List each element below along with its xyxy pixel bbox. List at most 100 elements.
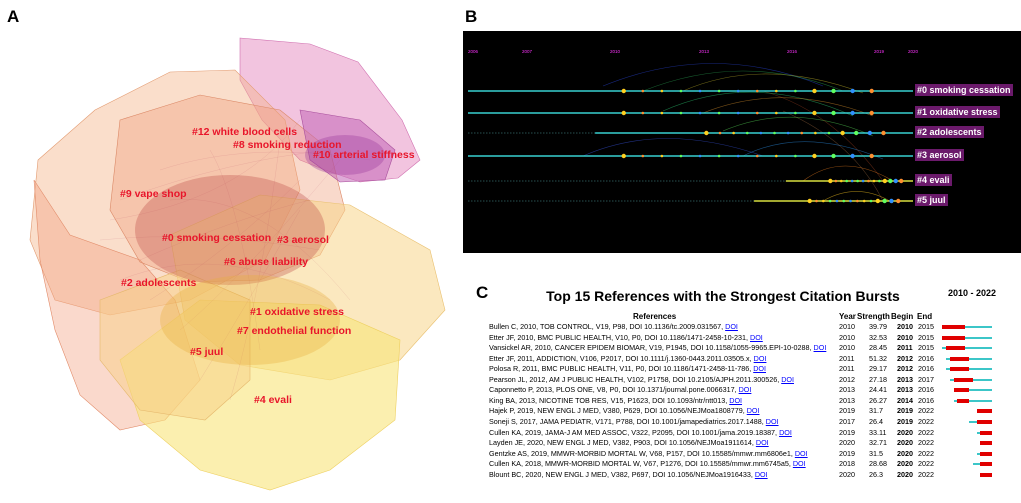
cluster-label: #10 arterial stiffness <box>313 149 415 161</box>
burst-bar <box>980 430 992 435</box>
link-bundle <box>99 119 371 401</box>
doi-link[interactable]: DOI <box>746 406 760 416</box>
timeline-year: 2019 <box>874 49 885 54</box>
cluster-label: #3 aerosol <box>277 234 329 246</box>
timeline-node <box>755 89 759 93</box>
reference-text: Blount BC, 2020, NEW ENGL J MED, V382, P… <box>489 469 768 479</box>
doi-link[interactable]: DOI <box>781 374 794 384</box>
end-cell: 2022 <box>918 427 934 437</box>
timeline-node <box>698 89 702 93</box>
timeline-year: 2006 <box>468 49 479 54</box>
timeline-cluster-label: #3 aerosol <box>915 149 964 161</box>
year-cell: 2010 <box>839 332 855 342</box>
timeline-node <box>889 198 894 204</box>
reference-text: Pearson JL, 2012, AM J PUBLIC HEALTH, V1… <box>489 374 794 384</box>
burst-bar <box>980 462 992 467</box>
timeline-node <box>831 153 836 159</box>
cluster-network-panel: #12 white blood cells #8 smoking reducti… <box>0 0 470 503</box>
timeline-node <box>698 154 702 158</box>
timeline-node <box>621 88 626 94</box>
timeline-node <box>835 199 839 203</box>
strength-cell: 51.32 <box>869 353 887 363</box>
timeline-cluster-label: #1 oxidative stress <box>915 106 1000 118</box>
doi-link[interactable]: DOI <box>754 469 768 479</box>
doi-link[interactable]: DOI <box>794 448 808 458</box>
timeline-node <box>786 131 790 135</box>
table-header-begin: Begin <box>891 312 914 321</box>
burst-baseline <box>953 399 992 402</box>
reference-text: Caponnetto P, 2013, PLOS ONE, V8, P0, DO… <box>489 385 752 395</box>
timeline-node <box>828 199 832 203</box>
timeline-node <box>794 154 797 158</box>
cluster-label: #12 white blood cells <box>192 126 298 138</box>
doi-link[interactable]: DOI <box>792 459 806 469</box>
timeline-cluster-label: #2 adolescents <box>915 126 984 138</box>
year-cell: 2018 <box>839 459 855 469</box>
timeline-node <box>828 178 833 184</box>
doi-link[interactable]: DOI <box>813 343 827 353</box>
timeline-node <box>849 199 852 203</box>
timeline-node <box>641 111 645 115</box>
timeline-node <box>679 111 683 115</box>
timeline-node <box>850 179 854 183</box>
cluster-label: #1 oxidative stress <box>250 306 344 318</box>
timeline-node <box>893 178 898 184</box>
timeline-node <box>822 199 825 203</box>
doi-link[interactable]: DOI <box>753 364 766 374</box>
doi-link[interactable]: DOI <box>729 395 743 405</box>
table-row: King BA, 2013, NICOTINE TOB RES, V15, P1… <box>483 396 1021 407</box>
reference-text: Soneji S, 2017, JAMA PEDIATR, V171, P788… <box>489 416 779 426</box>
timeline-node <box>869 88 874 94</box>
doi-link[interactable]: DOI <box>755 438 769 448</box>
doi-link[interactable]: DOI <box>738 385 752 395</box>
table-row: Bullen C, 2010, TOB CONTROL, V19, P98, D… <box>483 322 1021 333</box>
year-cell: 2012 <box>839 374 855 384</box>
strength-cell: 26.4 <box>869 416 883 426</box>
strength-cell: 39.79 <box>869 322 887 331</box>
burst-timeline <box>942 406 992 416</box>
timeline-node <box>867 130 873 136</box>
burst-timeline <box>942 354 992 364</box>
table-row: Cullen KA, 2018, MMWR-MORBID MORTAL W, V… <box>483 459 1021 470</box>
end-cell: 2022 <box>918 416 934 426</box>
burst-baseline <box>945 357 992 360</box>
timeline-node <box>775 111 778 115</box>
begin-cell: 2013 <box>897 374 913 384</box>
timeline-node <box>794 89 797 93</box>
timeline-node <box>861 179 865 183</box>
doi-link[interactable]: DOI <box>765 416 779 426</box>
table-header-end: End <box>917 312 933 321</box>
burst-timeline <box>942 396 992 406</box>
cluster-label: #6 abuse liability <box>224 256 309 268</box>
strength-cell: 31.7 <box>869 406 883 416</box>
doi-link[interactable]: DOI <box>753 353 767 363</box>
cluster-label: #2 adolescents <box>121 277 197 289</box>
burst-timeline <box>942 470 992 480</box>
timeline-year: 2010 <box>610 49 621 54</box>
end-cell: 2022 <box>918 406 934 416</box>
timeline-node <box>869 153 874 159</box>
doi-link[interactable]: DOI <box>779 427 792 437</box>
timeline-cluster-label: #4 evali <box>915 174 952 186</box>
end-cell: 2016 <box>918 395 934 405</box>
timeline-panel: 2006 2007 2010 2013 2016 2019 2020 #0 sm… <box>463 31 1021 253</box>
doi-link[interactable]: DOI <box>750 332 763 342</box>
table-title: Top 15 References with the Strongest Cit… <box>546 288 900 304</box>
strength-cell: 32.71 <box>869 438 887 448</box>
burst-timeline <box>942 438 992 448</box>
end-cell: 2016 <box>918 364 934 374</box>
year-cell: 2019 <box>839 448 855 458</box>
dense-core <box>135 175 325 285</box>
burst-timeline <box>942 385 992 395</box>
burst-timeline <box>942 428 992 438</box>
end-cell: 2022 <box>918 459 934 469</box>
cluster-label: #5 juul <box>190 346 224 358</box>
timeline-node <box>773 131 776 135</box>
begin-cell: 2020 <box>897 469 913 479</box>
timeline-node <box>807 198 812 204</box>
timeline-node <box>898 178 904 184</box>
timeline-node <box>878 179 881 183</box>
doi-link[interactable]: DOI <box>725 322 738 331</box>
year-cell: 2011 <box>839 364 855 374</box>
timeline-node <box>717 111 721 115</box>
